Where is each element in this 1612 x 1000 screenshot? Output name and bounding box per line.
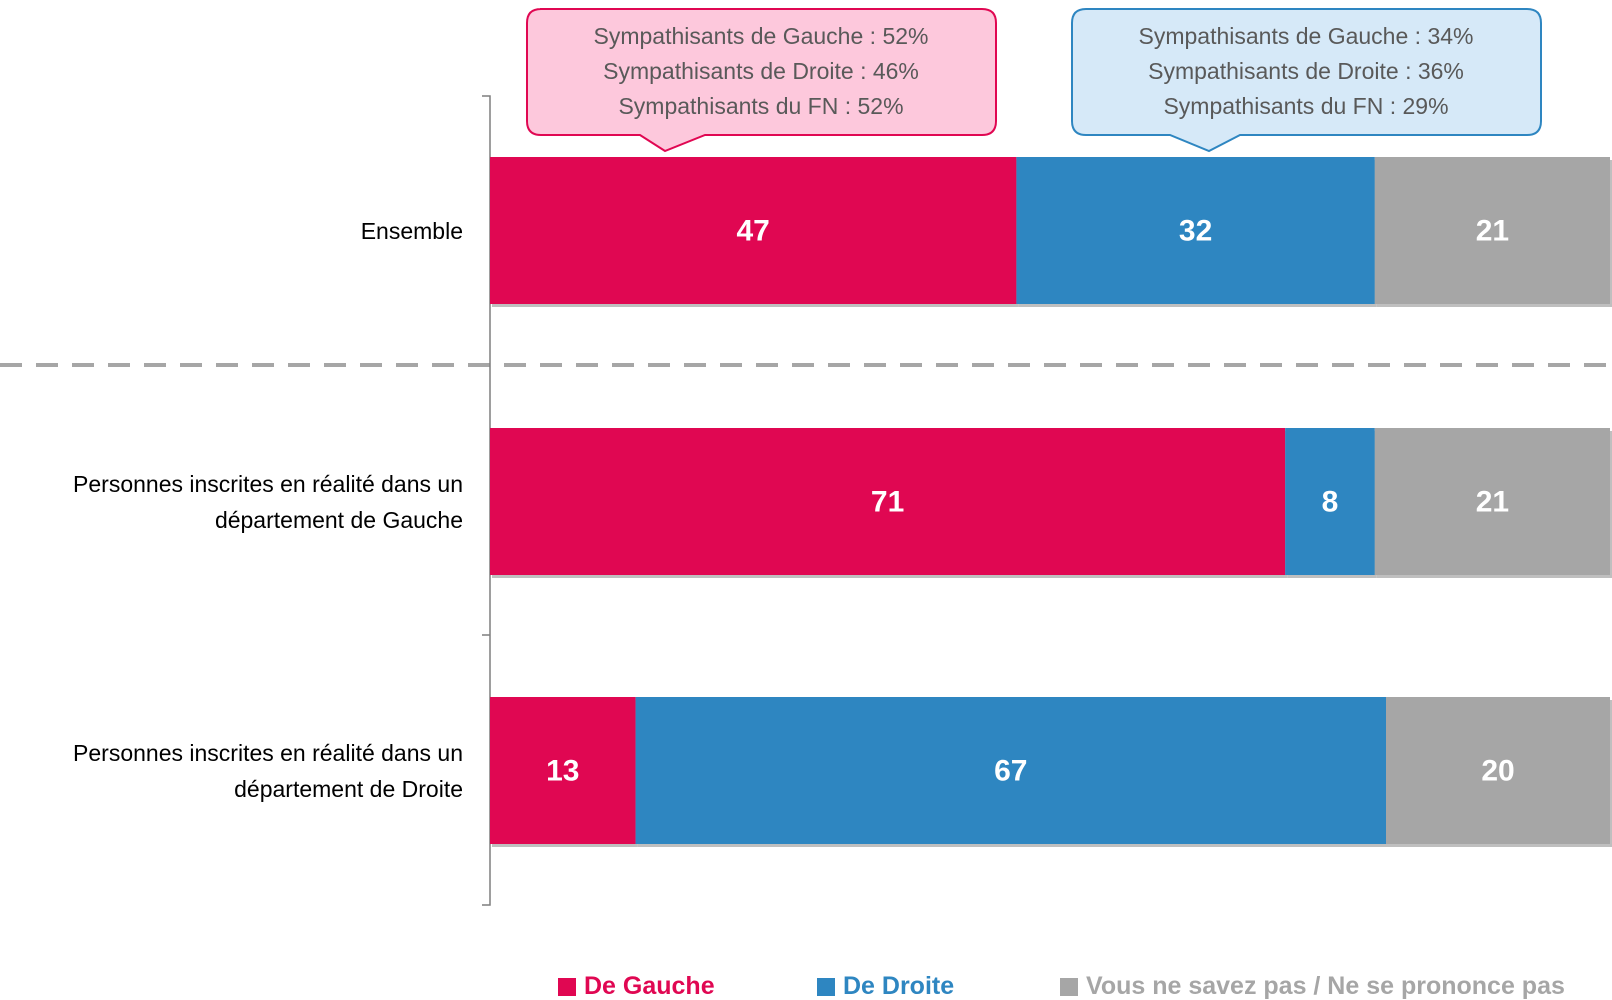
legend-swatch — [817, 977, 835, 996]
bar — [1016, 157, 1375, 304]
bar — [1374, 157, 1610, 304]
category-label: Personnes inscrites en réalité dans un d… — [73, 470, 463, 533]
category-label: Ensemble — [360, 217, 463, 244]
legend-item: De Gauche — [558, 972, 715, 1000]
value-label: 32 — [1179, 214, 1212, 247]
callout-text: Sympathisants du FN : 52% — [618, 93, 903, 119]
value-label: 21 — [1476, 214, 1509, 247]
legend-item: Vous ne savez pas / Ne se prononce pas — [1060, 972, 1565, 1000]
bar — [635, 697, 1386, 844]
value-label: 67 — [994, 754, 1027, 787]
category-label: Personnes inscrites en réalité dans un d… — [73, 739, 463, 802]
callout-text: Sympathisants de Gauche : 52% — [594, 23, 929, 49]
legend-label: De Droite — [843, 972, 955, 1000]
callout-text: Sympathisants de Droite : 36% — [1148, 58, 1464, 84]
legend-swatch — [1060, 977, 1078, 996]
value-label: 47 — [737, 214, 770, 247]
callout-box — [526, 8, 997, 153]
bar — [490, 428, 1286, 575]
legend-item: De Droite — [817, 972, 954, 1000]
bar — [1374, 428, 1610, 575]
bar — [1285, 428, 1375, 575]
callout-text: Sympathisants de Droite : 46% — [603, 58, 919, 84]
legend-label: De Gauche — [584, 972, 715, 1000]
value-label: 20 — [1481, 754, 1514, 787]
value-label: 13 — [546, 754, 579, 787]
legend-label: Vous ne savez pas / Ne se prononce pas — [1086, 972, 1565, 1000]
value-label: 8 — [1322, 485, 1339, 518]
value-label: 21 — [1476, 485, 1509, 518]
legend-swatch — [558, 977, 576, 996]
bar — [490, 157, 1017, 304]
bar — [490, 697, 636, 844]
callout-text: Sympathisants de Gauche : 34% — [1139, 23, 1474, 49]
bar — [1386, 697, 1610, 844]
callout-text: Sympathisants du FN : 29% — [1163, 93, 1448, 119]
callout-box — [1071, 8, 1542, 153]
value-label: 71 — [871, 485, 904, 518]
category-axis — [482, 95, 491, 906]
